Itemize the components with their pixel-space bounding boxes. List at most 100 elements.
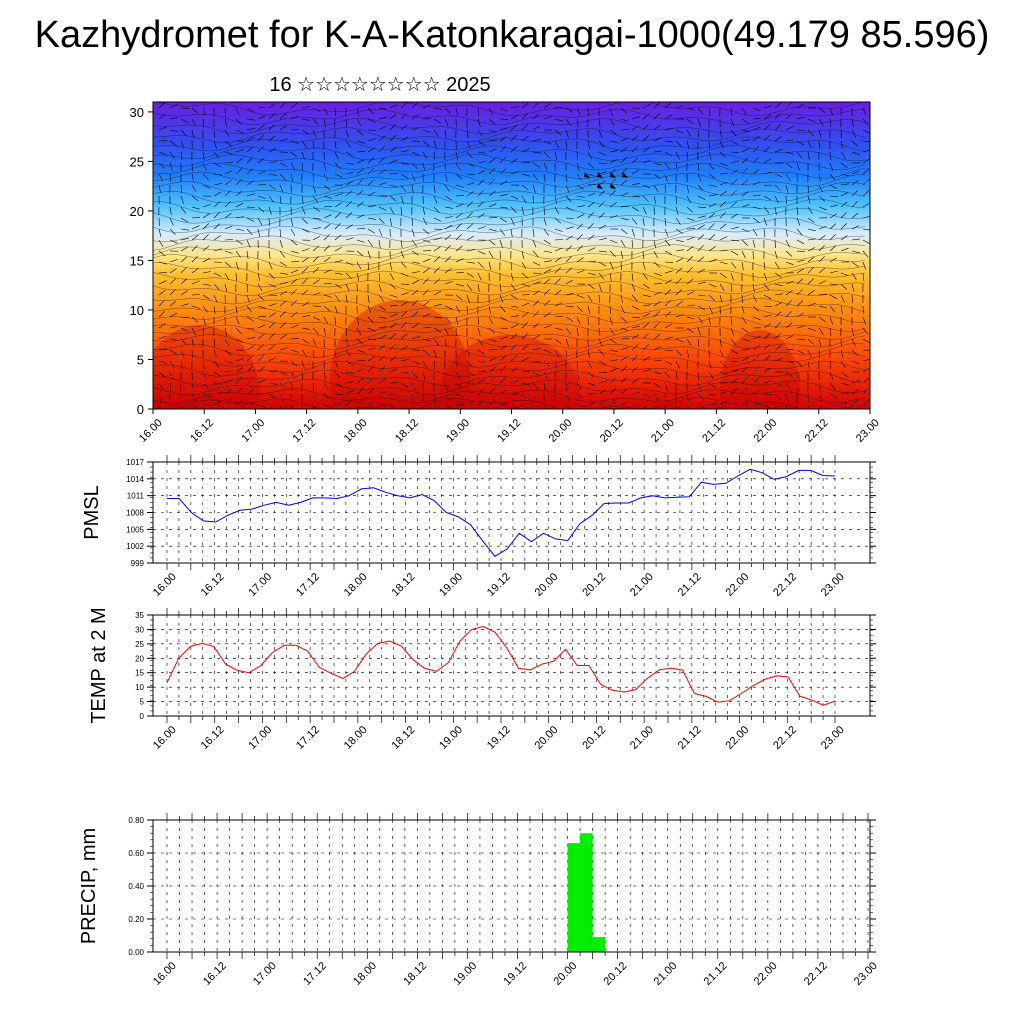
wind-barb [202,283,211,286]
wind-barb [532,250,539,258]
wind-barb [609,399,617,406]
wind-barb [488,203,497,208]
wind-barb [719,140,724,149]
wind-barb [378,206,387,211]
wind-barb [719,191,727,197]
wind-barb [334,272,343,275]
wind-barb [840,151,846,159]
precip-bar [592,937,606,952]
x-tick-label: 22.00 [751,417,779,445]
wind-barb [257,206,265,213]
wind-barb [752,305,760,312]
wind-barb [763,314,772,318]
wind-barb [576,382,582,390]
wind-barb [642,113,650,120]
wind-barb [235,179,242,186]
wind-barb [675,105,684,109]
wind-barb [510,114,519,120]
x-tick-label: 22.12 [771,724,799,752]
wind-barb [774,206,777,215]
wind-barb [433,195,438,204]
y-tick-label: 25 [130,154,144,169]
wind-barb [367,168,374,175]
wind-barb [862,239,870,245]
y-tick-label: 0 [140,712,145,721]
wind-barb [576,393,584,399]
x-tick-label: 20.00 [547,417,575,445]
wind-barb [862,305,865,314]
wind-barb [598,201,605,208]
wind-barb [301,360,305,369]
wind-barb [312,140,315,149]
wind-barb [499,389,508,395]
wind-barb [763,228,766,238]
wind-barb [664,279,672,285]
wind-barb [433,107,442,110]
wind-barb [796,300,804,307]
wind-barb [752,377,760,384]
wind-barb [213,272,222,277]
wind-barb [268,195,274,203]
wind-barb [829,245,837,252]
wind-barb [378,344,386,351]
wind-barb [345,162,354,165]
wind-barb [664,114,673,120]
wind-barb [268,322,276,329]
wind-barb [774,102,782,109]
wind-barb [367,366,375,373]
wind-barb [532,228,535,237]
wind-barb [433,267,440,274]
wind-barb [818,293,827,296]
wind-barb [741,204,750,208]
wind-barb [400,301,408,307]
wind-barb [730,140,739,145]
wind-flag [622,172,628,178]
wind-barb [213,392,222,395]
wind-barb [279,261,287,267]
wind-barb [785,151,794,155]
wind-barb [686,304,695,307]
wind-barb [301,217,308,225]
wind-barb [444,107,451,115]
wind-barb [730,369,739,373]
wind-barb [312,267,320,274]
wind-barb [543,371,548,380]
wind-barb [829,223,837,230]
wind-barb [631,366,639,373]
wind-barb [664,382,668,391]
wind-barb [664,228,669,237]
wind-barb [631,195,640,198]
wind-barb [466,400,474,406]
wind-barb [246,168,254,175]
wind-barb [697,327,701,336]
wind-barb [499,294,504,303]
wind-barb [807,184,809,194]
x-tick-label: 22.00 [752,960,780,988]
wind-barb [763,217,767,226]
wind-barb [290,338,300,340]
wind-barb [697,195,706,200]
wind-barb [235,228,244,231]
wind-barb [466,162,475,167]
wind-barb [224,190,231,197]
y-tick-label: 0.00 [128,948,144,957]
wind-barb [796,151,803,159]
wind-barb [202,271,211,274]
wind-barb [840,338,842,348]
wind-barb [752,146,759,153]
y-tick-label: 25 [135,640,144,649]
wind-barb [356,118,362,127]
wind-barb [686,246,694,252]
wind-barb [180,290,188,296]
wind-barb [246,206,256,208]
wind-barb [741,139,750,142]
wind-barb [565,118,572,126]
wind-barb [598,250,607,253]
wind-barb [840,349,844,358]
wind-barb [829,213,837,219]
wind-barb [587,401,596,406]
wind-barb [653,195,657,204]
wind-barb [499,136,507,142]
wind-barb [356,107,360,116]
wind-barb [499,217,507,223]
